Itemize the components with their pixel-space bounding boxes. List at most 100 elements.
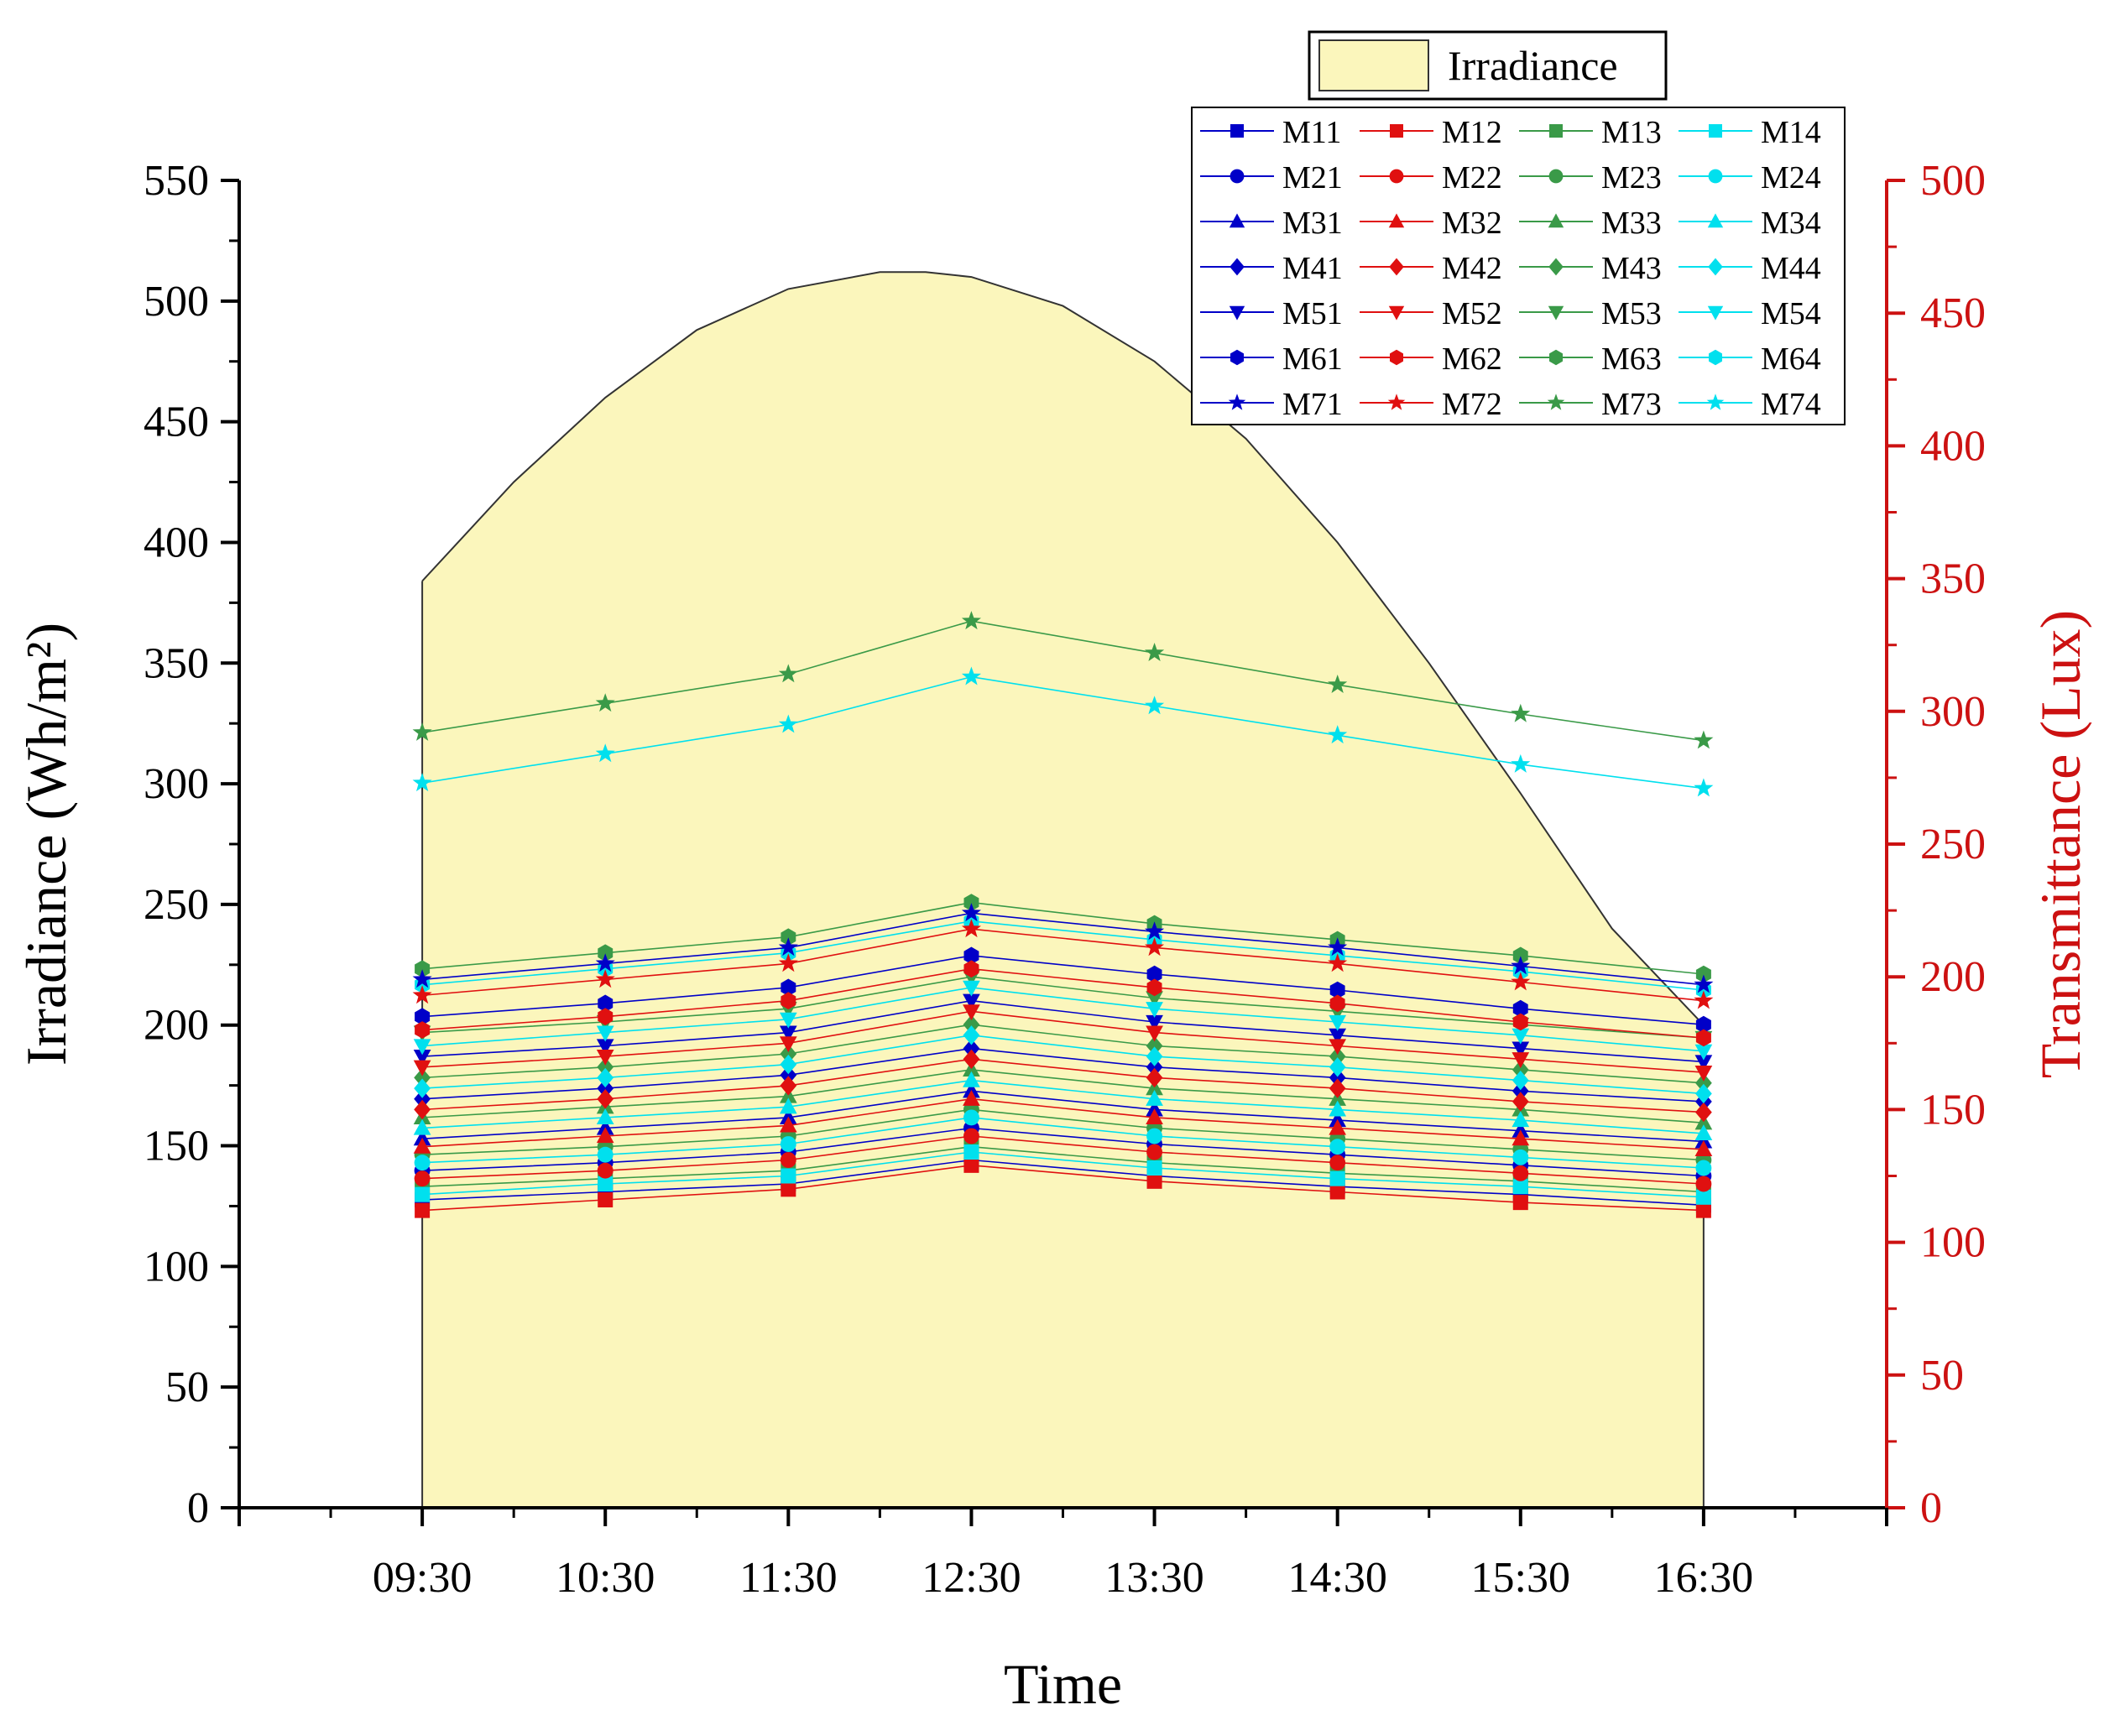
data-point-m61 [598,994,613,1013]
data-point-m24 [414,1155,431,1171]
legend-item-m64: M64 [1679,341,1821,377]
series-m61 [415,946,1711,1034]
data-point-m73 [412,722,432,741]
series-m42 [414,1049,1712,1123]
legend-label: M51 [1282,296,1343,331]
data-point-m14 [1329,1170,1345,1186]
data-point-m24 [1329,1139,1346,1155]
data-point-m74 [1694,778,1714,797]
data-point-m42 [963,1049,980,1069]
series-m72 [412,919,1714,1009]
data-point-m61 [963,946,979,965]
data-point-m54 [1512,1028,1530,1045]
y-right-tick-label: 400 [1920,422,1986,470]
legend-item-m71: M71 [1200,387,1343,422]
series-line-m62 [422,967,1704,1039]
data-point-m41 [1146,1057,1163,1077]
x-tick-label: 13:30 [1104,1554,1203,1602]
legend-item-m52: M52 [1360,296,1502,331]
legend-marker [1389,258,1404,276]
data-point-m14 [781,1168,796,1184]
data-point-m34 [963,1071,980,1087]
data-point-m32 [413,1137,431,1154]
data-point-m54 [1146,1002,1163,1018]
data-point-m44 [1512,1070,1529,1091]
legend-label: M22 [1442,160,1502,195]
data-point-m71 [961,903,981,922]
data-point-m74 [961,666,981,686]
series-line-m43 [422,1024,1704,1084]
data-point-m72 [1328,953,1348,972]
data-point-m62 [1512,1013,1528,1031]
legend-label: M74 [1761,387,1821,422]
x-tick-label: 14:30 [1287,1554,1386,1602]
data-point-m53 [1146,991,1163,1008]
legend-marker [1549,124,1563,138]
data-point-m73 [1328,675,1348,693]
y-right-tick-label: 100 [1920,1219,1986,1267]
data-point-m73 [1694,730,1714,749]
data-point-m71 [778,937,798,957]
y-right-tick-label: 150 [1920,1086,1986,1134]
legend-item-m22: M22 [1360,160,1502,195]
data-point-m52 [779,1036,797,1053]
legend-label: M72 [1442,387,1502,422]
legend-item-m62: M62 [1360,341,1502,377]
data-point-m52 [1329,1039,1347,1056]
legend-item-m54: M54 [1679,296,1821,331]
data-point-m24 [1512,1149,1529,1165]
data-point-m12 [1146,1173,1162,1189]
series-line-m24 [422,1117,1704,1169]
x-tick-label: 15:30 [1471,1554,1570,1602]
x-tick-label: 12:30 [922,1554,1021,1602]
legend-item-m33: M33 [1519,206,1662,241]
y-left-tick-label: 150 [144,1123,209,1170]
legend-label: M21 [1282,160,1343,195]
series-line-m42 [422,1058,1704,1113]
data-point-m12 [1512,1195,1528,1211]
legend-marker [1706,394,1725,410]
legend-marker [1390,349,1403,366]
data-point-m34 [413,1118,431,1135]
series-line-m54 [422,987,1704,1052]
legend-marker [1709,124,1722,138]
series-line-m74 [421,675,1705,790]
data-point-m32 [1512,1129,1530,1146]
series-line-m64 [422,920,1704,991]
data-point-m51 [1146,1014,1163,1031]
legend-marker [1228,394,1246,410]
data-point-m31 [1329,1111,1347,1128]
data-point-m34 [1512,1111,1530,1128]
series-line-m33 [422,1069,1704,1123]
data-point-m54 [1694,1044,1713,1061]
series-line-m32 [422,1097,1704,1150]
data-point-m31 [1512,1121,1530,1138]
y-left-tick-label: 300 [144,760,209,808]
legend-item-m43: M43 [1519,251,1662,286]
data-point-m32 [1694,1140,1713,1156]
data-point-m22 [414,1170,431,1187]
legend-label: M53 [1601,296,1662,331]
data-point-m32 [963,1089,980,1106]
data-point-m24 [597,1146,613,1163]
legend-item-m21: M21 [1200,160,1343,195]
data-point-m54 [596,1025,614,1042]
series-line-m53 [422,976,1704,1039]
data-point-m41 [963,1038,980,1059]
data-point-m44 [963,1025,980,1045]
series-line-m63 [422,901,1704,975]
series-m31 [413,1082,1713,1149]
series-line-m72 [422,928,1704,1002]
legend-marker [1548,213,1564,228]
legend-label: M23 [1601,160,1662,195]
data-point-m62 [1146,978,1162,997]
data-point-m51 [963,993,980,1010]
legend-label: M43 [1601,251,1662,286]
legend-label: M32 [1442,206,1502,241]
data-point-m72 [595,969,615,988]
series-line-m73 [421,620,1705,742]
series-line-m44 [422,1034,1704,1095]
x-axis-title: Time [1004,1652,1122,1716]
data-point-m22 [963,1128,979,1144]
data-point-m44 [597,1067,614,1088]
